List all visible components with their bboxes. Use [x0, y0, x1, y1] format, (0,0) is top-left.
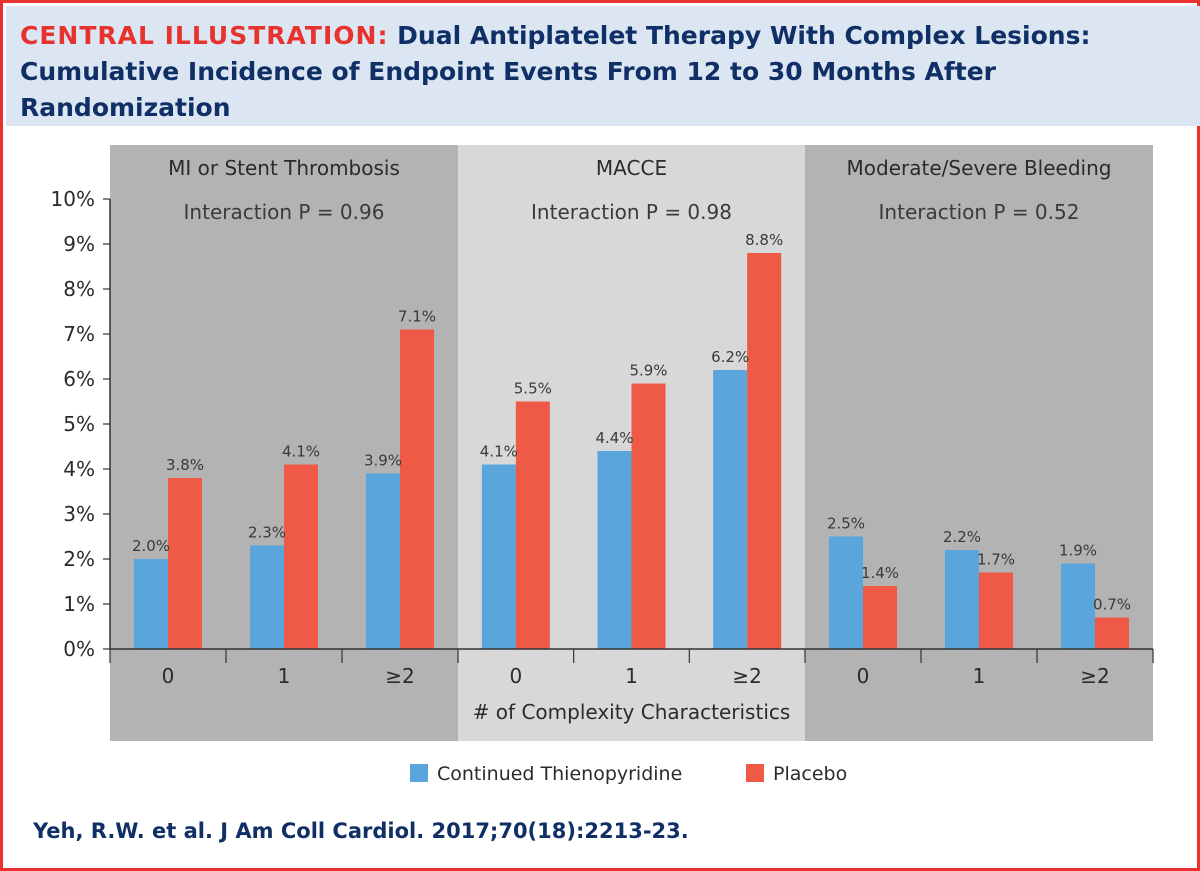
data-label: 2.3% [248, 524, 286, 542]
x-tick-label: 1 [625, 664, 638, 688]
legend: Continued Thienopyridine Placebo [410, 763, 847, 785]
data-label: 3.8% [166, 456, 204, 474]
y-tick-label: 4% [63, 457, 95, 481]
x-tick-label: 1 [278, 664, 291, 688]
title-lead: CENTRAL ILLUSTRATION: [20, 21, 389, 50]
panel-background [805, 145, 1153, 741]
x-tick-label: ≥2 [1080, 664, 1109, 688]
bar [481, 464, 516, 649]
bar [945, 550, 979, 649]
bar [713, 370, 748, 649]
data-label: 2.5% [827, 515, 865, 533]
chart-title: CENTRAL ILLUSTRATION: Dual Antiplatelet … [20, 18, 1180, 126]
x-tick-label: 0 [509, 664, 522, 688]
data-label: 4.4% [595, 429, 633, 447]
x-tick-label: 1 [973, 664, 986, 688]
interaction-p-value: Interaction P = 0.96 [184, 200, 385, 224]
data-label: 5.9% [629, 362, 667, 380]
x-tick-label: 0 [162, 664, 175, 688]
data-labels: 2.0% 3.8% 2.3% 4.1% 3.9% 7.1% 4.1% 5.5% 4.4% 5.9%… [132, 231, 1131, 614]
data-label: 0.7% [1093, 596, 1131, 614]
bar [747, 253, 782, 649]
x-tick-label: ≥2 [732, 664, 761, 688]
data-label: 1.7% [977, 551, 1015, 569]
panel-title: MI or Stent Thrombosis [168, 156, 400, 180]
x-axis-title: # of Complexity Characteristics [473, 700, 791, 724]
bar [284, 464, 318, 649]
y-axis: 0% 1% 2% 3% 4% 5% 6% 7% 8% 9% 10% [51, 187, 111, 661]
bar [400, 329, 434, 649]
y-tick-label: 10% [51, 187, 95, 211]
bar-chart: MI or Stent Thrombosis Interaction P = 0.… [51, 145, 1154, 785]
bar [250, 545, 284, 649]
y-tick-label: 2% [63, 547, 95, 571]
bar [631, 383, 666, 649]
bar [597, 451, 632, 649]
data-label: 5.5% [514, 380, 552, 398]
legend-swatch [410, 764, 428, 782]
y-tick-label: 0% [63, 637, 95, 661]
interaction-p-value: Interaction P = 0.52 [879, 200, 1080, 224]
bar [168, 478, 202, 649]
y-tick-label: 9% [63, 232, 95, 256]
title-text: Dual Antiplatelet Therapy With Complex L… [20, 21, 1091, 122]
y-tick-label: 8% [63, 277, 95, 301]
legend-label: Continued Thienopyridine [437, 763, 682, 785]
y-tick-label: 3% [63, 502, 95, 526]
interaction-p-value: Interaction P = 0.98 [531, 200, 732, 224]
y-tick-label: 5% [63, 412, 95, 436]
data-label: 4.1% [282, 443, 320, 461]
data-label: 2.0% [132, 537, 170, 555]
bar [366, 473, 400, 649]
y-tick-label: 7% [63, 322, 95, 346]
bar [979, 572, 1013, 649]
bar [863, 586, 897, 649]
x-tick-label: ≥2 [385, 664, 414, 688]
data-label: 1.4% [861, 564, 899, 582]
panel-title: Moderate/Severe Bleeding [847, 156, 1112, 180]
citation: Yeh, R.W. et al. J Am Coll Cardiol. 2017… [33, 819, 689, 843]
bar [134, 559, 168, 649]
data-label: 2.2% [943, 528, 981, 546]
bar [829, 536, 863, 649]
y-tick-label: 1% [63, 592, 95, 616]
legend-label: Placebo [773, 763, 847, 785]
x-tick-label: 0 [857, 664, 870, 688]
bars [134, 253, 1129, 649]
data-label: 6.2% [711, 348, 749, 366]
data-label: 1.9% [1059, 542, 1097, 560]
data-label: 7.1% [398, 308, 436, 326]
data-label: 8.8% [745, 231, 783, 249]
legend-swatch [746, 764, 764, 782]
x-axis: 0 1 ≥2 0 1 ≥2 0 1 ≥2 # of Complexity Characterist… [109, 648, 1154, 724]
y-tick-label: 6% [63, 367, 95, 391]
panel-title: MACCE [596, 156, 667, 180]
data-label: 4.1% [480, 443, 518, 461]
bar [1095, 617, 1129, 649]
bar [1061, 563, 1095, 649]
data-label: 3.9% [364, 452, 402, 470]
bar [515, 401, 550, 649]
header-band: CENTRAL ILLUSTRATION: Dual Antiplatelet … [6, 6, 1200, 126]
